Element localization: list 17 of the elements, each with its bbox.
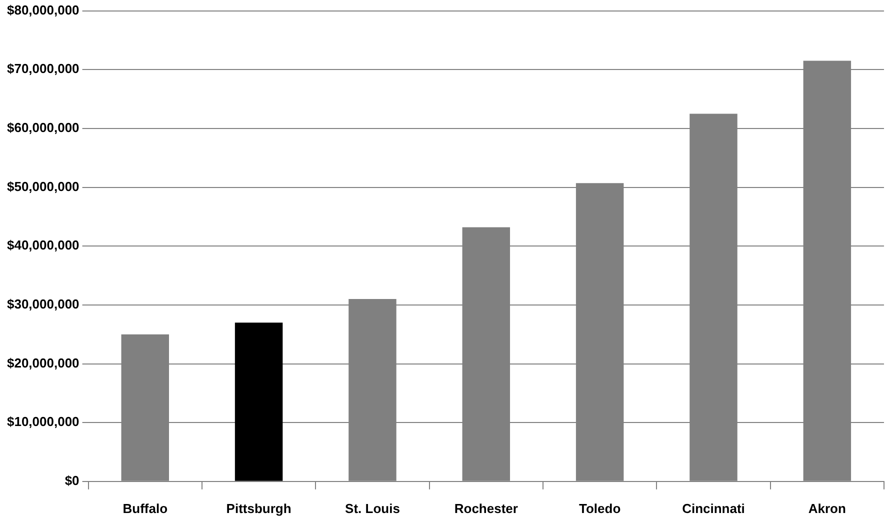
y-tick-label: $30,000,000	[6, 296, 80, 312]
y-tick-label: $10,000,000	[6, 414, 80, 430]
y-tick-label: $40,000,000	[6, 238, 80, 253]
y-tick-label: $20,000,000	[6, 355, 80, 370]
x-tick-label: Cincinnati	[682, 500, 745, 516]
x-tick-label: St. Louis	[345, 500, 400, 516]
x-tick-label: Rochester	[454, 500, 518, 516]
y-tick-label: $80,000,000	[6, 2, 80, 18]
y-tick-label: $50,000,000	[6, 178, 80, 194]
x-tick-label: Pittsburgh	[226, 500, 292, 516]
y-tick-label: $0	[64, 472, 80, 488]
y-tick-label: $60,000,000	[6, 120, 80, 136]
x-tick-label: Akron	[808, 500, 846, 516]
x-tick-label: Buffalo	[122, 500, 168, 516]
y-tick-label: $70,000,000	[6, 61, 80, 76]
x-tick-label: Toledo	[579, 500, 621, 516]
bar	[234, 322, 283, 481]
